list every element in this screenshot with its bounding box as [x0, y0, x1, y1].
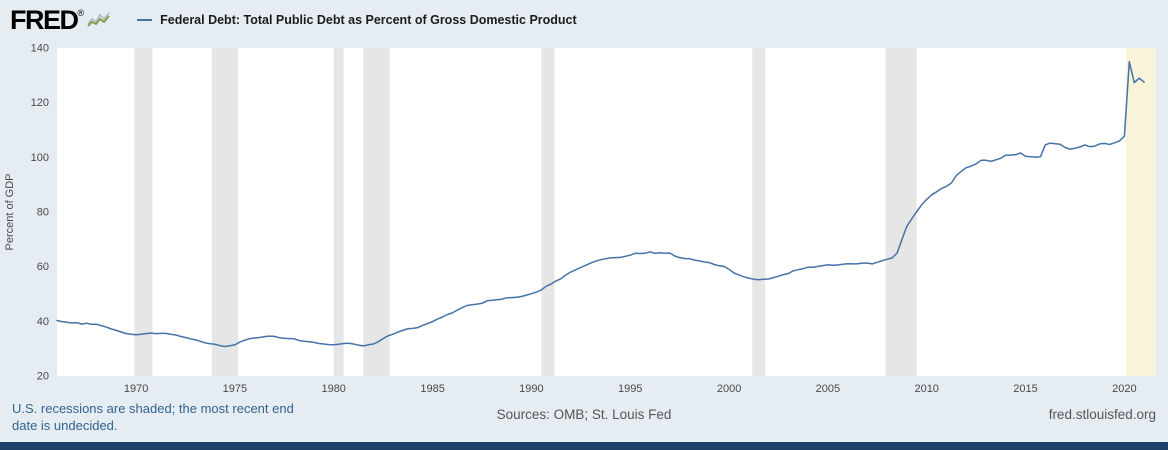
recession-band — [885, 48, 917, 376]
fred-wordmark: FRED — [10, 4, 79, 35]
registered-mark: ® — [77, 7, 85, 18]
fred-site-link[interactable]: fred.stlouisfed.org — [1048, 407, 1156, 422]
recession-band — [333, 48, 344, 376]
recession-band — [541, 48, 555, 376]
x-tick-label: 2020 — [1112, 383, 1136, 395]
x-tick-label: 1990 — [519, 383, 543, 395]
recession-note: U.S. recessions are shaded; the most rec… — [12, 401, 294, 433]
plot-area — [57, 48, 1156, 376]
y-tick-label: 60 — [37, 261, 49, 273]
recession-band — [363, 48, 390, 376]
fred-logo[interactable]: FRED ® — [10, 4, 111, 35]
recession-band-undecided — [1126, 48, 1156, 376]
y-tick-label: 140 — [31, 43, 49, 55]
series-line[interactable] — [56, 60, 1145, 348]
x-tick-label: 2015 — [1013, 383, 1037, 395]
x-tick-label: 1970 — [124, 383, 148, 395]
debt-percent-gdp-line-chart[interactable]: 20 40 60 80 100 120 140 1970 1975 1980 1985 1990 199… — [0, 40, 1168, 396]
recession-band — [211, 48, 239, 376]
x-tick-label: 2010 — [914, 383, 938, 395]
y-tick-label: 40 — [37, 316, 49, 328]
recession-band — [134, 48, 153, 376]
series-title: Federal Debt: Total Public Debt as Perce… — [160, 13, 577, 27]
y-tick-label: 80 — [37, 207, 49, 219]
y-tick-label: 120 — [31, 97, 49, 109]
legend-swatch — [137, 19, 153, 21]
x-tick-label: 2000 — [717, 383, 741, 395]
header: FRED ® Federal Debt: Total Public Debt a… — [0, 0, 1168, 40]
series-legend: Federal Debt: Total Public Debt as Perce… — [137, 13, 577, 27]
x-tick-label: 1980 — [321, 383, 345, 395]
sources-text: Sources: OMB; St. Louis Fed — [496, 407, 672, 422]
x-tick-label: 2005 — [816, 383, 840, 395]
recession-band — [752, 48, 766, 376]
fred-sparkline-icon — [84, 7, 111, 32]
x-tick-label: 1995 — [618, 383, 642, 395]
x-tick-label: 1975 — [223, 383, 247, 395]
y-axis-title: Percent of GDP — [4, 173, 16, 250]
x-tick-label: 1985 — [420, 383, 444, 395]
footer: U.S. recessions are shaded; the most rec… — [0, 396, 1168, 442]
bottom-accent-bar — [0, 442, 1168, 450]
y-tick-label: 100 — [31, 152, 49, 164]
y-tick-label: 20 — [37, 371, 49, 383]
